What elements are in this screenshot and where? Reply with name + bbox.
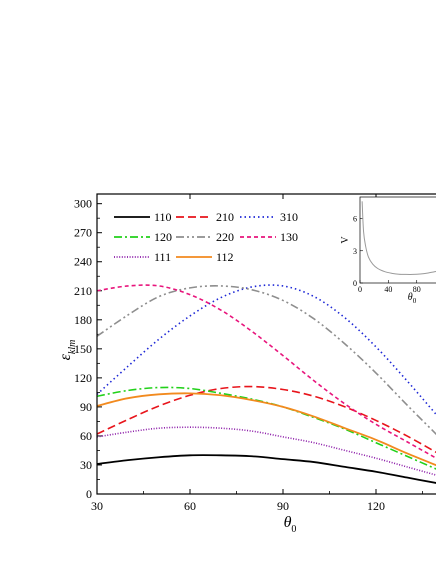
y-tick-label: 150: [74, 342, 92, 356]
legend-label-110: 110: [154, 210, 172, 224]
series-line-111: [97, 426, 436, 476]
legend-label-112: 112: [216, 250, 234, 264]
inset-x-axis-label: θ0: [408, 292, 417, 305]
x-axis-label: θ0: [284, 514, 297, 535]
inset-x-axis-label-sub: 0: [413, 297, 417, 305]
y-tick-label: 210: [74, 284, 92, 298]
y-axis-label-sub: klm: [67, 340, 78, 354]
inset-y-tick-label: 3: [353, 247, 357, 256]
legend-label-111: 111: [154, 250, 171, 264]
x-tick-label: 90: [277, 499, 289, 513]
inset-x-tick-label: 80: [413, 285, 421, 294]
inset-series-group: [361, 201, 436, 275]
y-tick-label: 300: [74, 197, 92, 211]
inset-x-tick-label: 40: [384, 285, 392, 294]
legend-label-120: 120: [154, 230, 172, 244]
y-tick-label: 270: [74, 226, 92, 240]
y-tick-label: 30: [80, 458, 92, 472]
inset-plot-frame: [359, 196, 436, 284]
series-line-130: [97, 284, 436, 459]
main-legend: 110 210 310 120 220 130 111 112: [114, 210, 298, 264]
series-line-310: [97, 284, 436, 416]
main-series-group: [97, 284, 436, 484]
inset-x-tick-label: 0: [358, 285, 362, 294]
series-line-210: [97, 385, 436, 454]
inset-y-tick-label: 0: [353, 279, 357, 288]
y-tick-label: 60: [80, 429, 92, 443]
y-axis-label: εklm: [57, 340, 78, 361]
y-tick-label: 120: [74, 371, 92, 385]
legend-label-310: 310: [280, 210, 298, 224]
legend-label-220: 220: [216, 230, 234, 244]
inset-tick-labels: 0 40 80 0 3 6: [353, 215, 421, 295]
y-tick-label: 240: [74, 255, 92, 269]
series-line-112: [97, 392, 436, 467]
legend-label-210: 210: [216, 210, 234, 224]
series-line-220: [97, 285, 436, 436]
y-tick-label: 180: [74, 313, 92, 327]
inset-series-line: [361, 201, 436, 275]
y-tick-label: 90: [80, 400, 92, 414]
main-plot-frame: [96, 193, 436, 495]
x-tick-label: 30: [91, 499, 103, 513]
x-axis-label-sub: 0: [291, 524, 296, 535]
inset-y-tick-label: 6: [353, 215, 357, 224]
inset-chart: 0 40 80 0 3 6 V θ0: [340, 196, 436, 305]
inset-background: [360, 197, 436, 283]
x-tick-label: 120: [367, 499, 385, 513]
y-tick-label: 0: [86, 487, 92, 501]
inset-y-axis-label: V: [340, 236, 351, 244]
legend-label-130: 130: [280, 230, 298, 244]
series-line-110: [97, 454, 436, 484]
x-tick-label: 60: [184, 499, 196, 513]
